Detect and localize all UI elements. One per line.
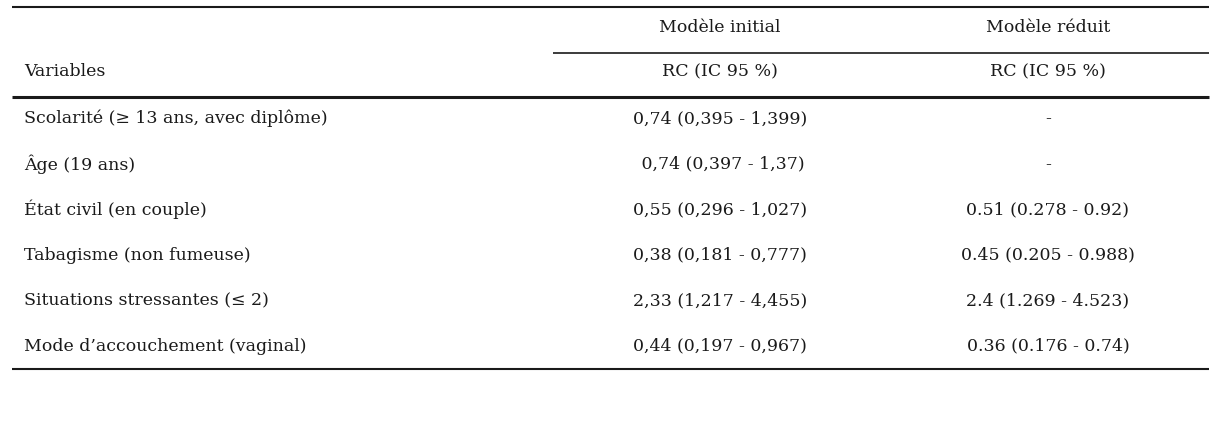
Text: Mode d’accouchement (vaginal): Mode d’accouchement (vaginal) — [24, 338, 307, 354]
Text: 2.4 (1.269 - 4.523): 2.4 (1.269 - 4.523) — [966, 292, 1130, 309]
Text: RC (IC 95 %): RC (IC 95 %) — [662, 63, 778, 80]
Text: 0.36 (0.176 - 0.74): 0.36 (0.176 - 0.74) — [967, 338, 1129, 354]
Text: 0,74 (0,397 - 1,37): 0,74 (0,397 - 1,37) — [635, 156, 804, 173]
Text: Modèle réduit: Modèle réduit — [985, 19, 1111, 36]
Text: Âge (19 ans): Âge (19 ans) — [24, 155, 135, 174]
Text: -: - — [1045, 110, 1051, 127]
Text: Modèle initial: Modèle initial — [659, 19, 781, 36]
Text: 0,38 (0,181 - 0,777): 0,38 (0,181 - 0,777) — [633, 247, 807, 264]
Text: 0,55 (0,296 - 1,027): 0,55 (0,296 - 1,027) — [633, 201, 807, 218]
Text: Scolarité (≥ 13 ans, avec diplôme): Scolarité (≥ 13 ans, avec diplôme) — [24, 110, 328, 128]
Text: Tabagisme (non fumeuse): Tabagisme (non fumeuse) — [24, 247, 252, 264]
Text: 0,44 (0,197 - 0,967): 0,44 (0,197 - 0,967) — [633, 338, 807, 354]
Text: Situations stressantes (≤ 2): Situations stressantes (≤ 2) — [24, 292, 270, 309]
Text: 0.51 (0.278 - 0.92): 0.51 (0.278 - 0.92) — [966, 201, 1130, 218]
Text: État civil (en couple): État civil (en couple) — [24, 200, 207, 219]
Text: -: - — [1045, 156, 1051, 173]
Text: 0,74 (0,395 - 1,399): 0,74 (0,395 - 1,399) — [633, 110, 807, 127]
Text: Variables: Variables — [24, 63, 106, 80]
Text: 2,33 (1,217 - 4,455): 2,33 (1,217 - 4,455) — [633, 292, 807, 309]
Text: RC (IC 95 %): RC (IC 95 %) — [990, 63, 1106, 80]
Text: 0.45 (0.205 - 0.988): 0.45 (0.205 - 0.988) — [961, 247, 1135, 264]
